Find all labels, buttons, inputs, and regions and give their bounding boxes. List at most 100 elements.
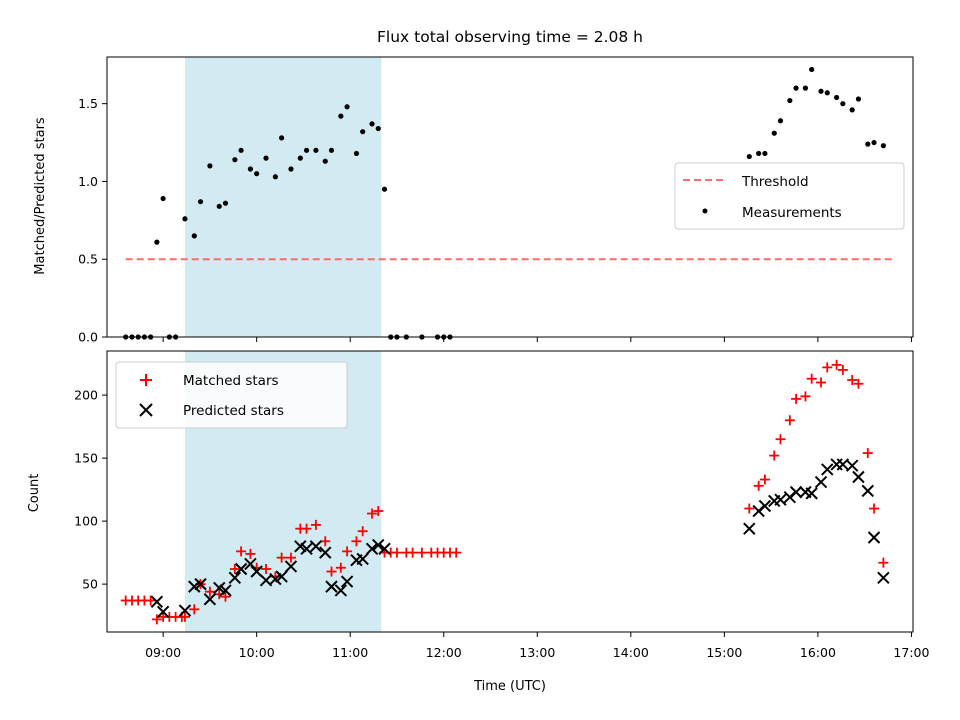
predicted-star-point xyxy=(188,580,201,593)
bottom-y-ticks: 50 100 150 200 xyxy=(74,388,107,592)
measurement-point xyxy=(849,107,855,113)
predicted-star-point xyxy=(877,571,890,585)
predicted-star-point xyxy=(234,562,248,576)
matched-star-point xyxy=(220,591,231,602)
matched-star-point xyxy=(229,563,240,574)
measurement-point xyxy=(207,163,213,169)
predicted-star-point xyxy=(334,584,348,597)
x-tick-label: 09:00 xyxy=(145,645,181,660)
predicted-star-point xyxy=(213,581,226,595)
measurement-point xyxy=(160,195,166,202)
bottom-legend-box xyxy=(115,361,348,429)
measurement-point xyxy=(840,101,846,107)
x-axis-label: Time (UTC) xyxy=(473,679,546,694)
measurement-point xyxy=(353,150,360,157)
measurement-point xyxy=(834,94,840,101)
top-legend: Threshold Measurements xyxy=(674,162,905,230)
predicted-star-point xyxy=(774,493,787,506)
measurement-point xyxy=(279,135,285,141)
matched-star-point xyxy=(310,519,321,530)
y-tick-label: 150 xyxy=(74,451,98,466)
matched-star-point xyxy=(822,362,833,373)
predicted-star-point xyxy=(861,484,874,498)
measurement-point xyxy=(771,130,777,136)
measurement-point xyxy=(756,150,762,157)
matched-star-point xyxy=(342,546,353,557)
measurement-point xyxy=(809,66,815,73)
matched-star-point xyxy=(189,604,200,615)
predicted-star-point xyxy=(821,463,834,476)
matched-star-point xyxy=(373,506,384,517)
x-tick-label: 11:00 xyxy=(332,645,368,660)
matched-stars-points xyxy=(120,359,889,625)
predicted-stars-points xyxy=(150,458,890,619)
matched-star-point xyxy=(326,566,337,577)
matched-star-point xyxy=(179,611,190,622)
predicted-star-point xyxy=(356,552,369,566)
matched-star-point xyxy=(367,508,378,519)
predicted-star-point xyxy=(284,560,298,573)
matched-star-point xyxy=(245,548,256,559)
top-y-axis-label: Matched/Predicted stars xyxy=(33,117,48,275)
predicted-star-point xyxy=(269,572,282,586)
predicted-star-point xyxy=(867,531,881,544)
measurement-point xyxy=(272,174,278,180)
top-x-ticks xyxy=(162,337,912,342)
y-tick-label: 0.0 xyxy=(78,330,98,345)
measurement-point xyxy=(360,129,366,135)
matched-star-point xyxy=(853,378,864,389)
x-tick-label: 17:00 xyxy=(893,645,929,660)
measurement-point xyxy=(328,147,335,153)
x-tick-label: 16:00 xyxy=(800,645,836,660)
matched-star-point xyxy=(744,503,755,514)
measurement-point xyxy=(297,155,303,161)
y-tick-label: 1.5 xyxy=(78,96,98,111)
y-tick-label: 100 xyxy=(74,514,98,529)
measurement-point xyxy=(288,166,294,172)
matched-star-point xyxy=(878,557,889,568)
measurement-point xyxy=(880,143,886,149)
matched-star-point xyxy=(357,526,368,537)
measurement-point xyxy=(865,141,871,147)
predicted-star-point xyxy=(319,546,332,559)
x-tick-label: 10:00 xyxy=(239,645,275,660)
predicted-star-point xyxy=(340,575,354,588)
ratio-panel: 0.0 0.5 1.0 1.5 Matched/Predicted stars Thr… xyxy=(33,56,914,345)
measurement-point xyxy=(247,166,254,172)
matched-star-point xyxy=(837,364,848,375)
y-tick-label: 50 xyxy=(82,577,98,592)
predicted-star-point xyxy=(156,605,170,619)
predicted-star-point xyxy=(758,499,772,513)
measurement-point xyxy=(313,147,319,153)
measurement-point xyxy=(238,147,244,153)
matched-star-point xyxy=(759,474,770,485)
bottom-legend: Matched stars Predicted stars xyxy=(115,361,348,429)
matched-star-point xyxy=(806,373,817,384)
measurement-point xyxy=(381,186,388,192)
top-y-ticks: 0.0 0.5 1.0 1.5 xyxy=(78,96,107,345)
measurement-point xyxy=(824,90,830,96)
predicted-star-point xyxy=(325,580,338,593)
measurement-point xyxy=(191,233,197,239)
bottom-y-axis-label: Count xyxy=(27,474,42,513)
predicted-star-point xyxy=(814,475,828,489)
bottom-x-ticks: 09:00 10:00 11:00 12:00 13:00 14:00 15:00 16:00… xyxy=(145,632,929,660)
predicted-star-point xyxy=(194,577,207,591)
predicted-star-point xyxy=(228,571,242,585)
measurement-point xyxy=(254,171,260,177)
predicted-star-point xyxy=(378,542,391,556)
measurement-point xyxy=(216,203,222,209)
predicted-star-point xyxy=(203,593,217,606)
matched-star-point xyxy=(285,552,296,563)
measurement-point xyxy=(303,147,310,153)
predicted-star-point xyxy=(178,604,192,617)
predicted-star-point xyxy=(743,522,756,535)
bottom-axes-frame xyxy=(106,350,914,633)
measurement-point xyxy=(777,118,784,124)
legend-measurements-label: Measurements xyxy=(742,205,842,221)
count-panel: 50 100 150 200 09:00 10:00 11:00 12:00 13:00 14:… xyxy=(27,350,929,694)
matched-star-point xyxy=(800,391,811,402)
measurement-point xyxy=(222,200,229,206)
predicted-star-point xyxy=(294,540,307,553)
